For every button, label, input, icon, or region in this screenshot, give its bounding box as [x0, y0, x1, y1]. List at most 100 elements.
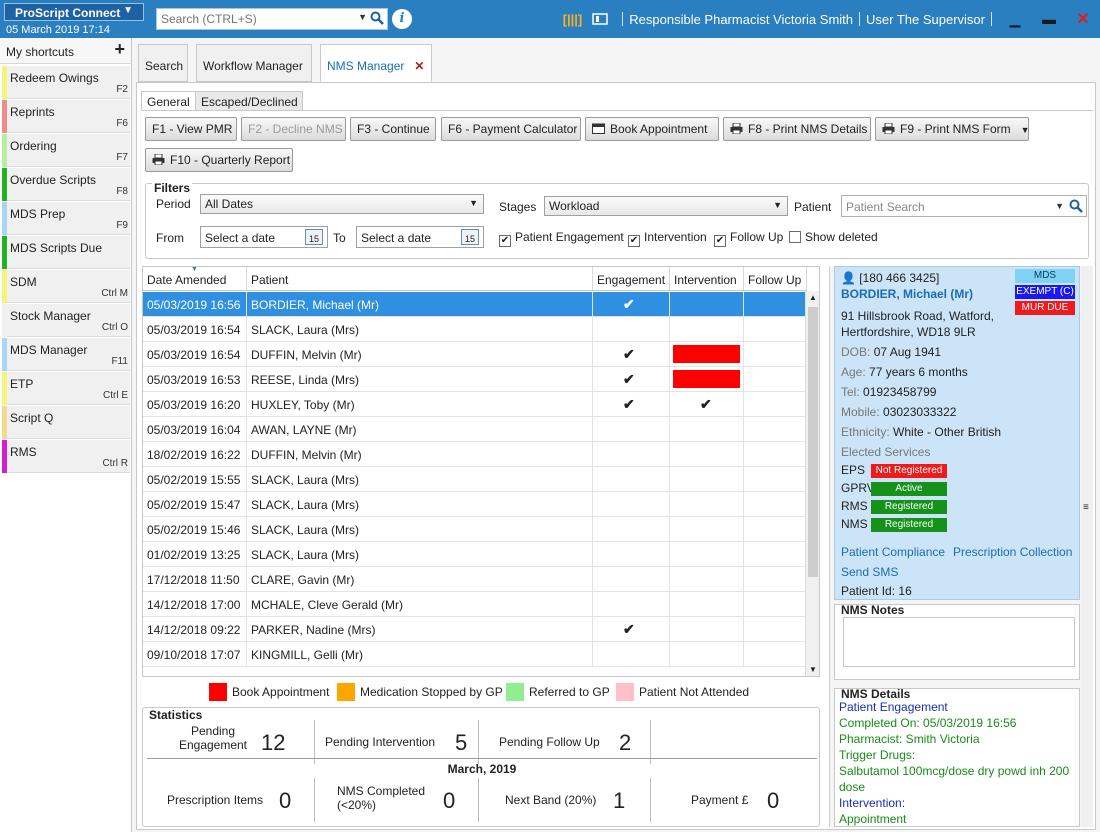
to-date-picker[interactable]: Select a date 15 — [356, 226, 484, 248]
table-row[interactable]: 05/02/2019 15:47 SLACK, Laura (Mrs) — [143, 492, 807, 517]
tab-workflow-manager[interactable]: Workflow Manager — [196, 44, 312, 82]
table-row[interactable]: 18/02/2019 16:22 DUFFIN, Melvin (Mr) — [143, 442, 807, 467]
table-row[interactable]: 05/03/2019 16:53 REESE, Linda (Mrs) ✔ — [143, 367, 807, 392]
scroll-up-icon[interactable]: ▲ — [809, 293, 817, 302]
details-engagement: Patient Engagement — [839, 700, 948, 714]
calendar-icon[interactable]: 15 — [461, 229, 479, 245]
scroll-down-icon[interactable]: ▼ — [809, 665, 817, 674]
general-panel: F1 - View PMR F2 - Decline NMS F3 - Cont… — [141, 110, 1093, 829]
print-nms-details-button[interactable]: F8 - Print NMS Details — [723, 117, 871, 141]
color-marker — [2, 338, 7, 371]
global-search-input[interactable] — [157, 9, 353, 29]
show-deleted-checkbox[interactable]: Show deleted — [789, 230, 878, 244]
sidebar-item-etp[interactable]: ETP Ctrl E — [2, 372, 130, 405]
card-reader-icon[interactable] — [592, 13, 609, 25]
intervention-checkbox[interactable]: ✔ Intervention — [628, 230, 707, 247]
patient-engagement-checkbox[interactable]: ✔ Patient Engagement — [499, 230, 624, 247]
column-header-follow-up[interactable]: Follow Up — [744, 267, 807, 291]
column-header-intervention[interactable]: Intervention — [670, 267, 744, 291]
decline-nms-button[interactable]: F2 - Decline NMS — [241, 117, 346, 141]
responsible-pharmacist[interactable]: Responsible Pharmacist Victoria Smith — [629, 11, 854, 27]
add-shortcut-icon[interactable]: + — [114, 39, 125, 59]
current-user[interactable]: User The Supervisor — [866, 11, 985, 27]
column-header-patient[interactable]: Patient — [247, 267, 593, 291]
info-icon[interactable]: i — [392, 9, 412, 29]
side-panel-scrollbar[interactable]: ≡ — [1081, 266, 1093, 827]
splitter-grip-icon[interactable]: ≡ — [1083, 502, 1089, 513]
close-icon[interactable]: ✕ — [1076, 11, 1090, 28]
tab-nms-manager[interactable]: NMS Manager ✕ — [320, 44, 432, 82]
legend-swatch — [337, 683, 355, 701]
sidebar-item-mds-scripts-due[interactable]: MDS Scripts Due — [2, 236, 130, 269]
nms-notes-textarea[interactable] — [843, 617, 1075, 667]
search-icon[interactable] — [1069, 199, 1083, 213]
print-nms-form-button[interactable]: F9 - Print NMS Form ▼ — [875, 117, 1030, 141]
stat-next-band: Next Band (20%) 1 — [479, 778, 651, 822]
table-row[interactable]: 09/10/2018 17:07 KINGMILL, Gelli (Mr) — [143, 642, 807, 667]
table-row[interactable]: 05/02/2019 15:55 SLACK, Laura (Mrs) — [143, 467, 807, 492]
prescription-collection-link[interactable]: Prescription Collection — [953, 545, 1073, 559]
calendar-icon[interactable]: 15 — [305, 229, 323, 245]
follow-up-checkbox[interactable]: ✔ Follow Up — [714, 230, 783, 247]
sidebar-item-overdue-scripts[interactable]: Overdue Scripts F8 — [2, 168, 130, 201]
table-row[interactable]: 05/03/2019 16:20 HUXLEY, Toby (Mr) ✔ ✔ — [143, 392, 807, 417]
table-row[interactable]: 17/12/2018 11:50 CLARE, Gavin (Mr) — [143, 567, 807, 592]
cell-patient: KINGMILL, Gelli (Mr) — [247, 642, 593, 667]
chevron-down-icon: ▼ — [773, 200, 782, 210]
period-select[interactable]: All Dates ▼ — [200, 194, 484, 214]
cell-follow-up — [744, 367, 807, 392]
app-menu-button[interactable]: ProScript Connect ▼ — [4, 3, 144, 21]
mobile-value: 03023033322 — [883, 405, 957, 419]
sidebar-item-ordering[interactable]: Ordering F7 — [2, 134, 130, 167]
chevron-down-icon[interactable]: ▼ — [1055, 201, 1064, 211]
maximize-icon[interactable]: ▬ — [1042, 11, 1056, 27]
sidebar-item-mds-manager[interactable]: MDS Manager F11 — [2, 338, 130, 371]
cell-follow-up — [744, 292, 807, 317]
app-name: ProScript Connect — [15, 6, 121, 20]
search-icon[interactable] — [370, 11, 384, 25]
patient-name-link[interactable]: BORDIER, Michael (Mr) — [841, 287, 974, 301]
filters-group: Filters Period All Dates ▼ Stages Workloa… — [145, 181, 1089, 259]
table-row[interactable]: 05/03/2019 16:54 SLACK, Laura (Mrs) — [143, 317, 807, 342]
sidebar-item-script-q[interactable]: Script Q — [2, 406, 130, 439]
global-search[interactable]: ▼ — [156, 8, 388, 30]
close-tab-icon[interactable]: ✕ — [414, 59, 425, 73]
table-row[interactable]: 14/12/2018 17:00 MCHALE, Cleve Gerald (Mr… — [143, 592, 807, 617]
patient-search-input[interactable]: Patient Search ▼ — [841, 195, 1087, 217]
barcode-scanner-icon[interactable]: [|||] — [562, 11, 583, 27]
subtab-escaped-declined[interactable]: Escaped/Declined — [195, 91, 303, 111]
sidebar-item-rms[interactable]: RMS Ctrl R — [2, 440, 130, 473]
tab-search[interactable]: Search — [138, 44, 188, 82]
sidebar-item-mds-prep[interactable]: MDS Prep F9 — [2, 202, 130, 235]
quarterly-report-button[interactable]: F10 - Quarterly Report — [145, 148, 293, 172]
continue-button[interactable]: F3 - Continue — [350, 117, 436, 141]
sidebar-item-sdm[interactable]: SDM Ctrl M — [2, 270, 130, 303]
column-header-engagement[interactable]: Engagement — [593, 267, 670, 291]
table-row[interactable]: 14/12/2018 09:22 PARKER, Nadine (Mrs) ✔ — [143, 617, 807, 642]
table-row[interactable]: 05/02/2019 15:46 SLACK, Laura (Mrs) — [143, 517, 807, 542]
from-date-picker[interactable]: Select a date 15 — [200, 226, 328, 248]
minimize-icon[interactable]: ▁ — [1009, 10, 1021, 27]
payment-calculator-button[interactable]: F6 - Payment Calculator — [441, 117, 581, 141]
send-sms-link[interactable]: Send SMS — [841, 565, 899, 579]
stat-label: Pending Engagement — [178, 724, 248, 752]
patient-compliance-link[interactable]: Patient Compliance — [841, 545, 946, 559]
table-row[interactable]: 05/03/2019 16:56 BORDIER, Michael (Mr) ✔ — [143, 292, 807, 317]
table-row[interactable]: 01/02/2019 13:25 SLACK, Laura (Mrs) — [143, 542, 807, 567]
chevron-down-icon[interactable]: ▼ — [1020, 125, 1030, 135]
stages-select[interactable]: Workload ▼ — [544, 196, 788, 216]
table-row[interactable]: 05/03/2019 16:54 DUFFIN, Melvin (Mr) ✔ — [143, 342, 807, 367]
book-appointment-button[interactable]: Book Appointment — [585, 117, 719, 141]
sidebar-item-reprints[interactable]: Reprints F6 — [2, 100, 130, 133]
column-header-date-amended[interactable]: Date Amended ▼ — [143, 267, 247, 291]
scrollbar-thumb[interactable] — [808, 307, 818, 577]
sidebar-item-redeem-owings[interactable]: Redeem Owings F2 — [2, 66, 130, 99]
subtab-general[interactable]: General — [141, 91, 197, 111]
chevron-down-icon[interactable]: ▼ — [358, 12, 367, 22]
sidebar-item-stock-manager[interactable]: Stock Manager Ctrl O — [2, 304, 130, 337]
view-pmr-button[interactable]: F1 - View PMR — [145, 117, 237, 141]
grid-scrollbar[interactable]: ▲ ▼ — [805, 291, 819, 676]
details-drug: Salbutamol 100mcg/dose dry powd inh 200 … — [839, 764, 1070, 794]
table-row[interactable]: 05/03/2019 16:04 AWAN, LAYNE (Mr) — [143, 417, 807, 442]
cell-date: 05/03/2019 16:20 — [143, 392, 247, 417]
